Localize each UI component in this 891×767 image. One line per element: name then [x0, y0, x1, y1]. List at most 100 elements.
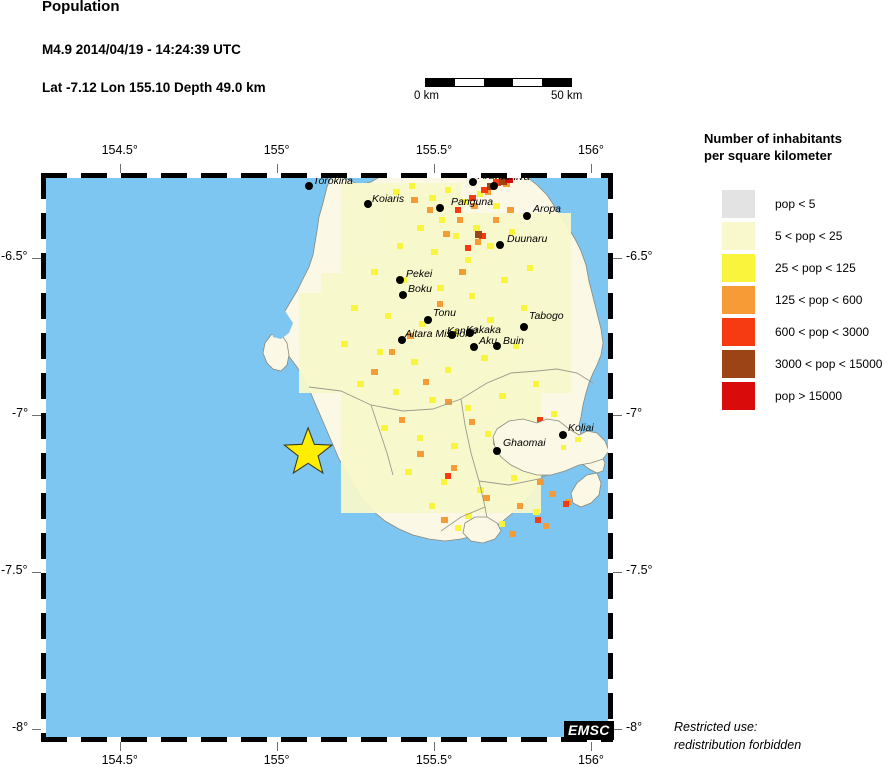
city-dot — [364, 200, 372, 208]
map-graphics: TorokinaKoiarisArawaTonivaPangunaAropaDu… — [41, 173, 613, 742]
population-band-25-125 — [341, 183, 557, 531]
axis-label-right-y: -7.5° — [626, 563, 653, 578]
axis-label-bottom-x: 156° — [578, 753, 604, 767]
legend-row: pop < 5 — [722, 188, 882, 220]
city-dot — [496, 241, 504, 249]
axis-tick-x — [591, 164, 592, 173]
city-label: Aropa — [532, 203, 561, 215]
city-label: Pekei — [406, 268, 433, 280]
axis-tick-x — [433, 742, 435, 751]
legend-row: 5 < pop < 25 — [722, 220, 882, 252]
legend-row: pop > 15000 — [722, 380, 882, 412]
scale-bar-segment — [513, 79, 542, 86]
legend-label: pop < 5 — [775, 197, 816, 211]
city-dot — [399, 291, 407, 299]
axis-label-top-x: 156° — [578, 143, 604, 157]
city-label: Torokina — [313, 175, 353, 187]
axis-tick-y — [613, 729, 622, 731]
axis-label-left-y: -8° — [12, 720, 29, 735]
legend-items: pop < 5 5 < pop < 25 25 < pop < 125 125 < p… — [722, 188, 882, 412]
population-band-over-15000 — [505, 175, 513, 183]
scale-bar-segment — [484, 79, 513, 86]
legend-row: 3000 < pop < 15000 — [722, 348, 882, 380]
axis-label-bottom-x: 155.5° — [415, 753, 453, 767]
city-label: Boku — [408, 283, 432, 295]
axis-label-right-y: -8° — [626, 720, 643, 735]
city-dot — [469, 178, 477, 186]
axis-label-left-y: -7.5° — [1, 563, 28, 578]
axis-tick-x — [276, 164, 278, 173]
axis-label-top-x: 155° — [263, 143, 290, 157]
city-dot — [520, 323, 528, 331]
city-dot — [493, 342, 501, 350]
city-dot — [424, 316, 432, 324]
usage-restriction-line1: Restricted use: — [674, 720, 758, 734]
city-marker: Torokina — [305, 175, 353, 190]
city-marker: Ghaomai — [493, 437, 546, 455]
scale-bar-label-min: 0 km — [414, 90, 439, 102]
axis-tick-x — [591, 742, 592, 751]
legend-row: 25 < pop < 125 — [722, 252, 882, 284]
legend-color-swatch — [722, 382, 755, 410]
axis-label-bottom-x: 155° — [263, 753, 290, 767]
legend-label: 600 < pop < 3000 — [775, 325, 870, 339]
axis-tick-x — [433, 164, 435, 173]
city-dot — [436, 204, 444, 212]
legend-label: 3000 < pop < 15000 — [775, 357, 883, 371]
legend-label: 5 < pop < 25 — [775, 229, 843, 243]
city-marker: Panguna — [436, 196, 493, 212]
legend-row: 125 < pop < 600 — [722, 284, 882, 316]
axis-label-left-y: -7° — [12, 406, 29, 421]
city-dot — [559, 431, 567, 439]
axis-label-right-y: -7° — [626, 406, 643, 421]
city-dot — [396, 276, 404, 284]
axis-tick-x — [276, 742, 278, 751]
city-marker: Aku — [470, 335, 497, 351]
map-viewport[interactable]: Torokina Koiaris Arawa Toniva Panguna Aropa Du… — [41, 173, 613, 742]
axis-label-right-y: -6.5° — [626, 248, 653, 263]
city-markers: TorokinaKoiarisArawaTonivaPangunaAropaDu… — [305, 173, 594, 455]
city-marker: Duunaru — [496, 233, 547, 249]
city-label: Koliai — [568, 422, 594, 434]
epicenter-star-marker[interactable] — [282, 426, 334, 475]
epicenter-star-shape — [282, 426, 334, 475]
city-marker: Buin — [493, 335, 524, 350]
city-marker: Pekei — [396, 268, 433, 284]
city-label: Toniva — [499, 173, 530, 183]
legend-title: Number of inhabitants per square kilomet… — [704, 130, 884, 164]
city-marker: Toniva — [490, 173, 530, 190]
island-shortland-shape — [492, 418, 610, 476]
axis-tick-y — [32, 729, 41, 731]
page-title: Population — [42, 0, 120, 15]
scale-bar-segment — [542, 79, 571, 86]
legend-label: 25 < pop < 125 — [775, 261, 856, 275]
city-dot — [305, 182, 313, 190]
city-label: Duunaru — [507, 233, 547, 245]
city-dot — [490, 182, 498, 190]
city-label: Tonu — [433, 307, 456, 319]
island-fauro-shape — [462, 516, 502, 544]
legend-color-swatch — [722, 222, 755, 250]
axis-tick-y — [613, 257, 622, 259]
city-marker: Aropa — [523, 203, 561, 220]
coast-detail-southeast — [570, 472, 602, 508]
city-dot — [466, 329, 474, 337]
axis-tick-x — [119, 742, 121, 751]
axis-tick-y — [32, 415, 41, 417]
island-shortland — [492, 418, 610, 476]
scale-bar — [425, 78, 572, 87]
population-band-shortland — [561, 437, 581, 450]
city-dot — [493, 447, 501, 455]
map-canvas[interactable]: Torokina Koiaris Arawa Toniva Panguna Aropa Du… — [41, 173, 613, 742]
city-dot — [523, 212, 531, 220]
legend-row: 600 < pop < 3000 — [722, 316, 882, 348]
axis-tick-y — [32, 572, 41, 574]
city-marker: Tonu — [424, 307, 456, 324]
city-marker: Tabogo — [520, 310, 564, 331]
legend-color-swatch — [722, 318, 755, 346]
emsc-logo: EMSC — [564, 721, 614, 740]
legend-title-line2: per square kilometer — [704, 148, 832, 163]
axis-tick-y — [613, 415, 622, 417]
legend-color-swatch — [722, 350, 755, 378]
city-dot — [398, 336, 406, 344]
